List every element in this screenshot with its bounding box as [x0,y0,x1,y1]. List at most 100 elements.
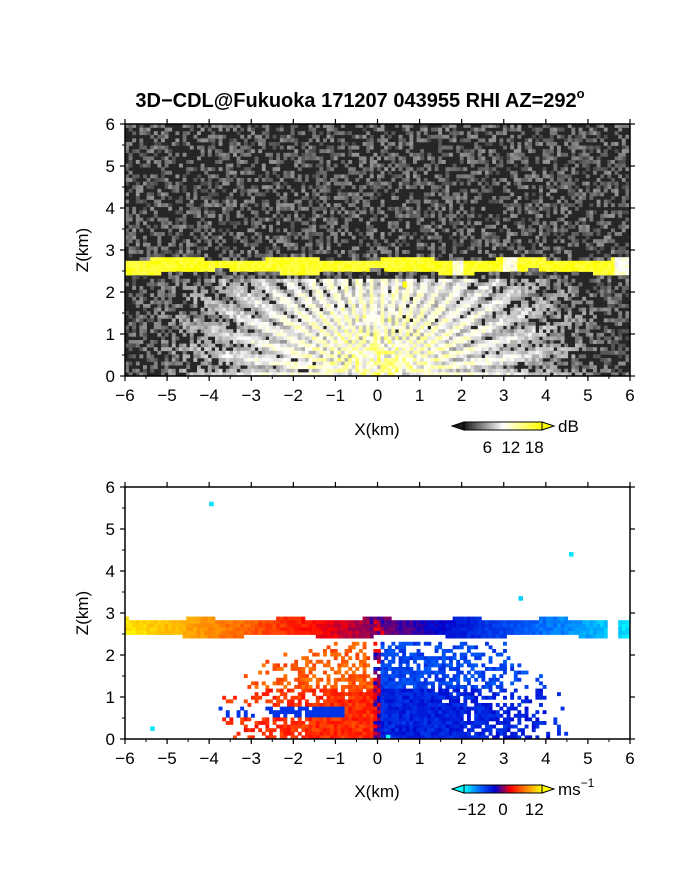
reflectivity-cell [373,340,378,344]
reflectivity-cell [333,174,338,179]
reflectivity-cell [337,322,342,326]
reflectivity-cell [405,268,410,272]
reflectivity-cell [236,221,241,226]
reflectivity-cell [506,372,511,376]
reflectivity-cell [333,275,338,280]
reflectivity-cell [150,206,155,211]
reflectivity-cell [431,358,435,362]
reflectivity-cell [261,264,266,269]
reflectivity-cell [254,361,259,366]
reflectivity-cell [445,318,450,323]
reflectivity-cell [150,232,155,236]
reflectivity-cell [355,264,360,269]
reflectivity-cell [269,160,273,164]
reflectivity-cell [330,221,335,226]
reflectivity-cell [431,293,435,298]
reflectivity-cell [492,178,497,182]
reflectivity-cell [218,318,223,323]
reflectivity-cell [524,160,529,164]
reflectivity-cell [132,322,137,326]
reflectivity-cell [326,322,331,326]
reflectivity-cell [305,354,309,359]
reflectivity-cell [269,228,273,233]
reflectivity-cell [351,250,356,254]
reflectivity-cell [153,260,158,265]
reflectivity-cell [215,296,219,301]
reflectivity-cell [384,322,389,326]
reflectivity-cell [164,264,169,269]
reflectivity-cell [409,307,414,312]
reflectivity-cell [326,185,331,190]
reflectivity-cell [420,343,425,348]
reflectivity-cell [200,257,205,262]
reflectivity-cell [189,250,194,254]
reflectivity-cell [431,271,435,276]
reflectivity-cell [510,365,515,370]
reflectivity-cell [398,156,403,161]
reflectivity-cell [373,257,378,262]
reflectivity-cell [333,311,338,316]
reflectivity-cell [265,350,270,355]
reflectivity-cell [297,293,302,298]
reflectivity-cell [323,188,327,193]
reflectivity-cell [283,361,288,366]
reflectivity-cell [153,311,158,316]
reflectivity-cell [261,318,266,323]
reflectivity-cell [132,340,137,344]
reflectivity-cell [355,372,360,376]
reflectivity-cell [161,311,165,316]
reflectivity-cell [161,314,165,319]
reflectivity-cell [269,217,273,222]
reflectivity-cell [492,264,497,269]
reflectivity-cell [171,260,176,265]
reflectivity-cell [499,350,504,355]
reflectivity-cell [229,293,234,298]
reflectivity-cell [164,347,169,352]
reflectivity-cell [348,361,353,366]
reflectivity-cell [254,271,259,276]
reflectivity-cell [258,138,263,143]
reflectivity-cell [308,156,313,161]
reflectivity-cell [272,214,277,218]
reflectivity-cell [182,286,187,290]
reflectivity-cell [506,257,511,262]
reflectivity-cell [193,372,198,376]
reflectivity-cell [193,210,198,215]
reflectivity-cell [132,278,137,283]
reflectivity-cell [391,347,396,352]
reflectivity-cell [225,343,230,348]
reflectivity-cell [254,332,259,337]
reflectivity-cell [405,224,410,229]
reflectivity-cell [503,314,507,319]
reflectivity-cell [373,293,378,298]
reflectivity-cell [197,228,201,233]
reflectivity-cell [445,170,450,175]
reflectivity-cell [434,372,439,376]
reflectivity-cell [233,275,237,280]
reflectivity-cell [359,314,363,319]
reflectivity-cell [128,127,133,132]
reflectivity-cell [168,185,173,190]
reflectivity-cell [351,167,356,172]
reflectivity-cell [488,235,493,240]
reflectivity-cell [128,332,133,337]
reflectivity-cell [182,264,187,269]
reflectivity-cell [495,343,500,348]
reflectivity-cell [150,246,155,251]
reflectivity-cell [312,174,317,179]
reflectivity-cell [175,282,180,287]
reflectivity-cell [380,340,385,344]
reflectivity-cell [369,289,374,294]
reflectivity-cell [524,257,529,262]
reflectivity-cell [308,235,313,240]
reflectivity-cell [243,347,248,352]
reflectivity-cell [269,289,273,294]
reflectivity-cell [420,156,425,161]
reflectivity-cell [222,206,227,211]
reflectivity-cell [157,178,162,182]
reflectivity-cell [269,358,273,362]
reflectivity-cell [513,250,518,254]
reflectivity-cell [319,206,324,211]
reflectivity-cell [139,296,144,301]
reflectivity-cell [236,311,241,316]
